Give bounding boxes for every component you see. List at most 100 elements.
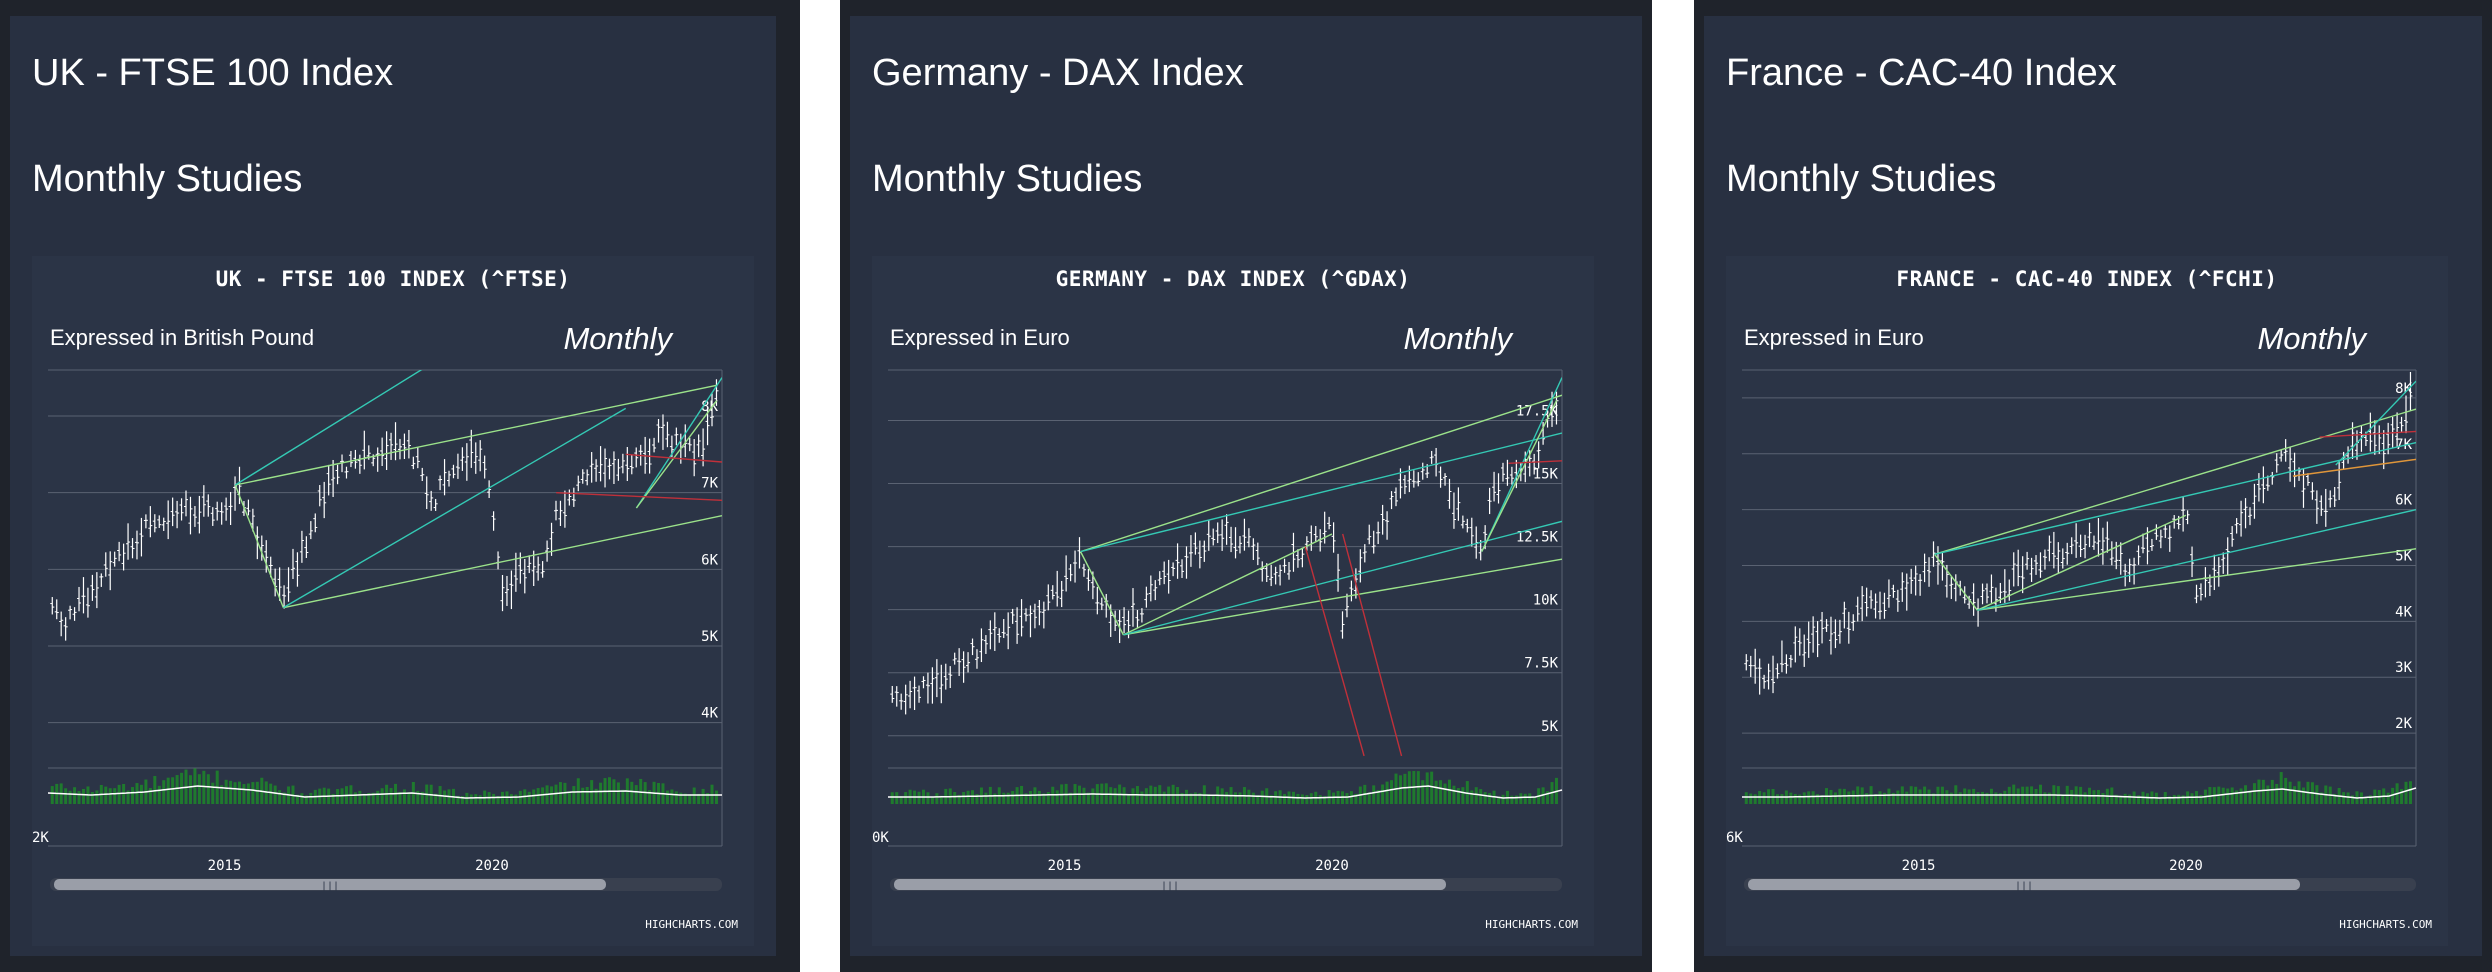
ohlc-bar [1032, 603, 1037, 629]
volume-bar [514, 794, 518, 804]
ohlc-bar [1010, 608, 1015, 624]
volume-bar [1207, 793, 1211, 804]
volume-bar [1456, 788, 1460, 804]
chart-title: FRANCE - CAC-40 INDEX (^FCHI) [1896, 267, 2277, 291]
ohlc-bar [1068, 564, 1073, 582]
ohlc-bar [228, 491, 233, 525]
navigator-scrollbar[interactable] [1748, 879, 2300, 890]
volume-bar [197, 774, 201, 804]
ohlc-bar [1229, 526, 1234, 553]
volume-bar [255, 781, 259, 804]
chart-container[interactable]: GERMANY - DAX INDEX (^GDAX) Expressed in… [872, 256, 1594, 946]
navigator-grip-icon[interactable]: ||| [1161, 881, 1179, 892]
ohlc-bar [652, 437, 657, 453]
ohlc-bar [576, 475, 581, 492]
ohlc-bar [2109, 541, 2114, 566]
trendline [1934, 553, 1978, 611]
navigator-scrollbar[interactable] [54, 879, 606, 890]
volume-bar [2266, 785, 2270, 804]
volume-bar [206, 774, 210, 804]
ohlc-bar [121, 543, 126, 571]
ohlc-bar [1496, 473, 1501, 504]
ohlc-bar [1242, 518, 1247, 551]
ohlc-bar [473, 442, 478, 474]
chart-container[interactable]: FRANCE - CAC-40 INDEX (^FCHI) Expressed … [1726, 256, 2448, 946]
volume-bar [674, 791, 678, 804]
ohlc-bar [580, 469, 585, 484]
volume-bar [1069, 792, 1073, 804]
ohlc-bar [948, 666, 953, 689]
volume-bar [1416, 771, 1420, 804]
chart-svg: FRANCE - CAC-40 INDEX (^FCHI) Expressed … [1726, 267, 2432, 931]
chart-container[interactable]: UK - FTSE 100 INDEX (^FTSE) Expressed in… [32, 256, 754, 946]
ohlc-bar [917, 685, 922, 703]
volume-bar [2351, 795, 2355, 804]
ohlc-bar [2149, 538, 2154, 551]
highcharts-credit[interactable]: HIGHCHARTS.COM [645, 918, 738, 931]
volume-bar [895, 792, 899, 804]
volume-bar [930, 796, 934, 804]
ohlc-bar [1371, 530, 1376, 554]
ohlc-bar [2047, 535, 2052, 562]
volume-bar [2083, 792, 2087, 804]
ohlc-bar [620, 453, 625, 474]
volume-bar [648, 790, 652, 804]
ohlc-bar [2078, 534, 2083, 558]
navigator-grip-icon[interactable]: ||| [2015, 881, 2033, 892]
ohlc-bar [1434, 447, 1439, 477]
ohlc-bar [1260, 561, 1265, 582]
volume-bar [1430, 771, 1434, 804]
y-tick-label: 5K [2395, 549, 2412, 565]
volume-bar [456, 795, 460, 804]
volume-bar [2244, 785, 2248, 804]
trendline [635, 377, 722, 509]
ohlc-bar [1175, 543, 1180, 579]
ohlc-bar [1028, 605, 1033, 638]
ohlc-bar [1211, 528, 1216, 546]
volume-bar [1523, 793, 1527, 804]
volume-bar [1501, 794, 1505, 804]
volume-bar [2137, 795, 2141, 804]
volume-bar [376, 790, 380, 804]
ohlc-bar [589, 452, 594, 483]
highcharts-credit[interactable]: HIGHCHARTS.COM [1485, 918, 1578, 931]
ohlc-bar [2270, 471, 2275, 485]
trendline [283, 514, 722, 609]
volume-bar [1749, 793, 1753, 804]
volume-bar [939, 795, 943, 804]
ohlc-bar [625, 447, 630, 481]
ohlc-bar [1766, 663, 1771, 690]
navigator-grip-icon[interactable]: ||| [321, 881, 339, 892]
ohlc-bar [1041, 601, 1046, 629]
volume-bar [1865, 793, 1869, 804]
panel-subtitle: Monthly Studies [1726, 158, 1997, 200]
ohlc-bar [1206, 519, 1211, 551]
ohlc-bar [1344, 593, 1349, 618]
volume-bar [1918, 789, 1922, 804]
volume-bar [2270, 779, 2274, 804]
ohlc-bar [1086, 569, 1091, 591]
volume-bar [701, 788, 705, 804]
ohlc-bar [696, 434, 701, 458]
ohlc-bar [406, 429, 411, 459]
volume-bar [2301, 787, 2305, 804]
volume-bar [1967, 789, 1971, 804]
volume-bar [1011, 791, 1015, 804]
volume-bar [81, 788, 85, 804]
ohlc-bar [2225, 537, 2230, 575]
y-tick-label: 8K [2395, 381, 2412, 397]
volume-bar [443, 790, 447, 804]
navigator-scrollbar[interactable] [894, 879, 1446, 890]
volume-bar [1184, 789, 1188, 804]
ohlc-bar [1233, 527, 1238, 559]
volume-bar [202, 770, 206, 804]
ohlc-bar [2372, 420, 2377, 455]
highcharts-credit[interactable]: HIGHCHARTS.COM [2339, 918, 2432, 931]
ohlc-bar [335, 464, 340, 485]
y-tick-label: 7K [701, 476, 718, 492]
ohlc-bar [629, 454, 634, 475]
ohlc-bar [966, 652, 971, 673]
volume-bar [233, 782, 237, 804]
volume-bar [1528, 793, 1532, 804]
volume-bar [68, 790, 72, 804]
